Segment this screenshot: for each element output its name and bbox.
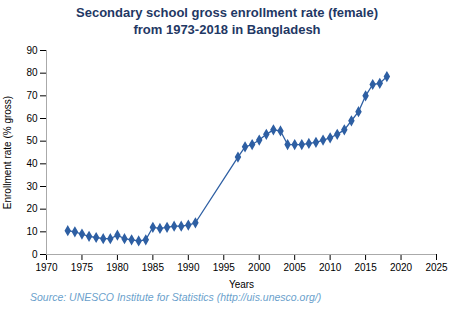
svg-text:Years: Years <box>229 279 254 290</box>
svg-text:40: 40 <box>26 158 38 169</box>
svg-text:2005: 2005 <box>284 262 307 273</box>
svg-text:90: 90 <box>26 45 38 56</box>
svg-text:1995: 1995 <box>213 262 236 273</box>
svg-text:2025: 2025 <box>425 262 448 273</box>
svg-text:Enrollment rate (% gross): Enrollment rate (% gross) <box>2 96 13 209</box>
svg-text:70: 70 <box>26 90 38 101</box>
html-text:Secondary school gross enrollm: Secondary school gross enrollment rate (… <box>76 5 378 20</box>
svg-text:50: 50 <box>26 135 38 146</box>
svg-text:20: 20 <box>26 203 38 214</box>
svg-text:30: 30 <box>26 181 38 192</box>
svg-text:1990: 1990 <box>177 262 200 273</box>
svg-text:2020: 2020 <box>390 262 413 273</box>
svg-text:2010: 2010 <box>319 262 342 273</box>
html-text:Source: UNESCO Institute for S: Source: UNESCO Institute for Statistics … <box>30 291 322 303</box>
svg-text:60: 60 <box>26 113 38 124</box>
svg-text:80: 80 <box>26 67 38 78</box>
svg-text:1980: 1980 <box>106 262 129 273</box>
svg-text:0: 0 <box>32 249 38 260</box>
svg-text:1985: 1985 <box>142 262 165 273</box>
svg-text:1975: 1975 <box>71 262 94 273</box>
svg-text:1970: 1970 <box>35 262 58 273</box>
svg-text:2015: 2015 <box>354 262 377 273</box>
svg-text:10: 10 <box>26 226 38 237</box>
html-text:from 1973-2018 in Bangladesh: from 1973-2018 in Bangladesh <box>133 22 321 37</box>
svg-text:2000: 2000 <box>248 262 271 273</box>
